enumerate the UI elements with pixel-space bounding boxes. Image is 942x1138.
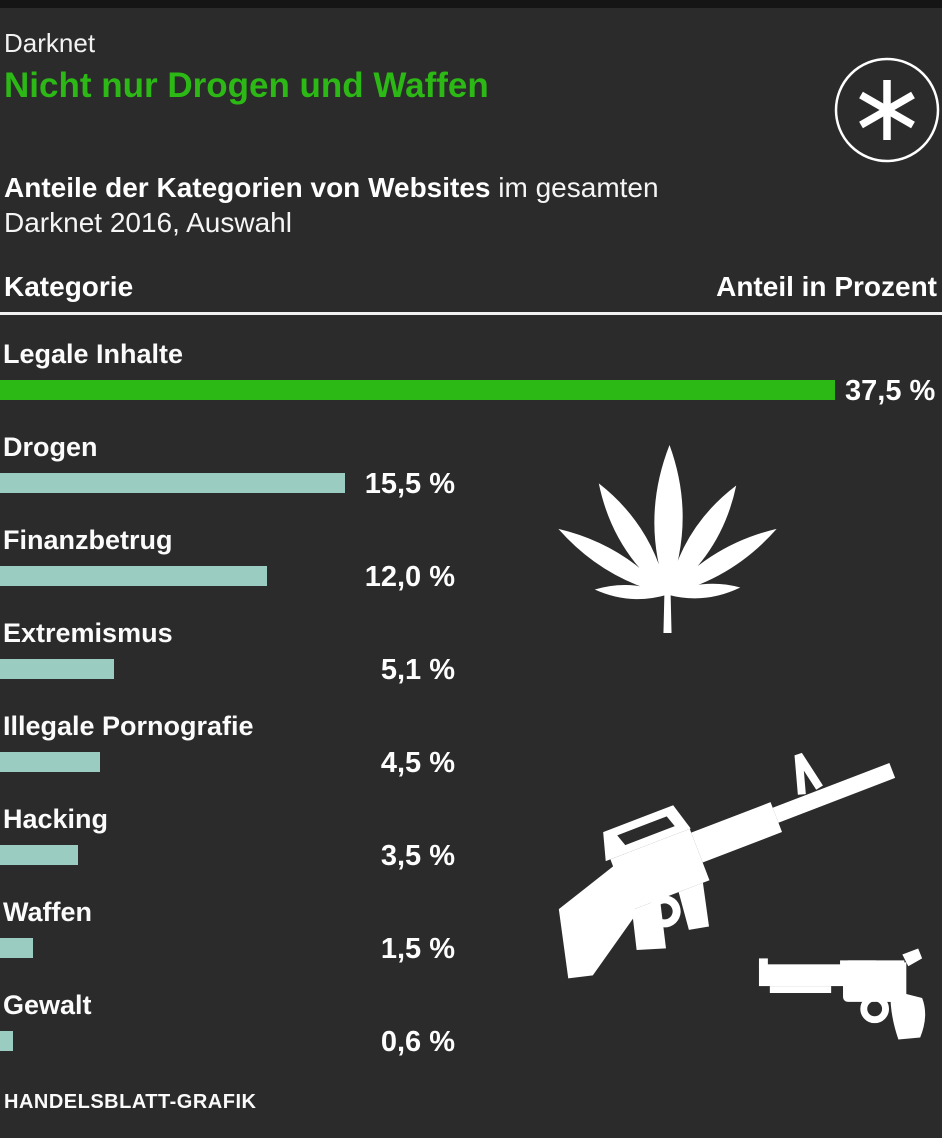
subtitle-regular: im gesamten: [490, 172, 659, 203]
value-label: 12,0 %: [364, 561, 455, 593]
category-bar: [0, 845, 78, 865]
category-label: Legale Inhalte: [3, 339, 184, 369]
value-label: 3,5 %: [380, 840, 455, 872]
chart-row: Gewalt 0,6 %: [0, 992, 942, 1085]
category-bar: [0, 473, 345, 493]
category-label: Extremismus: [3, 618, 173, 648]
subtitle-line2: Darknet 2016, Auswahl: [4, 207, 292, 238]
chart-row: Illegale Pornografie 4,5 %: [0, 713, 942, 806]
category-bar: [0, 380, 835, 400]
chart-title: Nicht nur Drogen und Waffen: [4, 66, 489, 105]
value-label: 37,5 %: [845, 375, 936, 407]
asterisk-icon: [834, 57, 940, 163]
category-bar: [0, 1031, 13, 1051]
category-bar: [0, 566, 267, 586]
category-label: Illegale Pornografie: [3, 711, 254, 741]
value-label: 15,5 %: [364, 468, 455, 500]
top-border: [0, 0, 942, 8]
category-label: Hacking: [3, 804, 109, 834]
chart-subtitle: Anteile der Kategorien von Websites im g…: [4, 170, 942, 240]
bar-chart: Legale Inhalte 37,5 % Drogen 15,5 % Fina…: [0, 341, 942, 1085]
value-label: 1,5 %: [380, 933, 455, 965]
chart-row: Drogen 15,5 %: [0, 434, 942, 527]
table-header: Kategorie Anteil in Prozent: [0, 272, 942, 302]
chart-row: Finanzbetrug 12,0 %: [0, 527, 942, 620]
kicker-label: Darknet: [4, 28, 96, 58]
header-divider: [0, 312, 942, 315]
value-label: 5,1 %: [380, 654, 455, 686]
category-label: Finanzbetrug: [3, 525, 173, 555]
chart-row: Hacking 3,5 %: [0, 806, 942, 899]
chart-row: Waffen 1,5 %: [0, 899, 942, 992]
value-label: 4,5 %: [380, 747, 455, 779]
source-credit: HANDELSBLATT-GRAFIK: [4, 1091, 257, 1113]
chart-row: Extremismus 5,1 %: [0, 620, 942, 713]
subtitle-bold: Anteile der Kategorien von Websites: [4, 172, 491, 203]
category-label: Drogen: [3, 432, 98, 462]
chart-row: Legale Inhalte 37,5 %: [0, 341, 942, 434]
column-header-kategorie: Kategorie: [4, 271, 134, 302]
column-header-anteil: Anteil in Prozent: [716, 271, 937, 302]
category-bar: [0, 659, 114, 679]
category-label: Gewalt: [3, 990, 92, 1020]
category-label: Waffen: [3, 897, 92, 927]
category-bar: [0, 752, 100, 772]
value-label: 0,6 %: [380, 1026, 455, 1058]
category-bar: [0, 938, 33, 958]
